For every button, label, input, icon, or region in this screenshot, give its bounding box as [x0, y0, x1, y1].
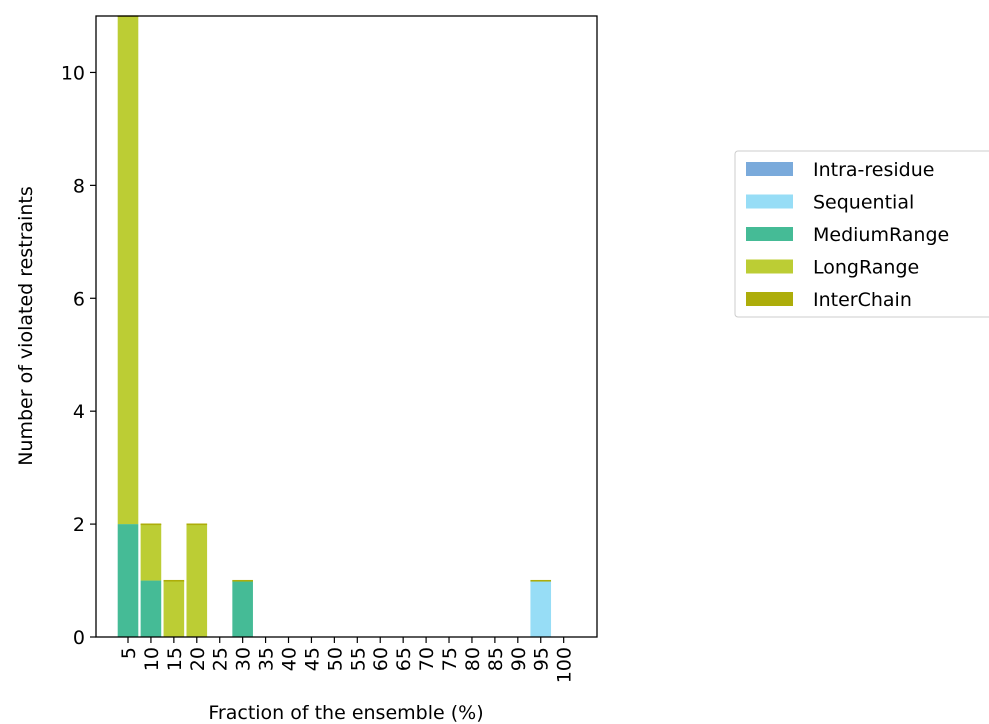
x-tick-label: 75 [439, 647, 461, 671]
bar-cap-20 [186, 523, 208, 526]
x-tick-label: 55 [347, 647, 369, 671]
legend-swatch-mediumrange [746, 227, 793, 241]
x-tick-label: 70 [416, 647, 438, 671]
legend-label: MediumRange [813, 224, 949, 246]
x-tick-label: 30 [233, 647, 255, 671]
bar-longrange-5 [117, 16, 139, 525]
x-tick-label: 10 [141, 647, 163, 671]
bar-cap-30 [232, 579, 253, 582]
x-tick-label: 5 [118, 647, 140, 659]
legend: Intra-residue Sequential MediumRange LongRa… [734, 150, 989, 318]
bar-longrange-10 [140, 524, 162, 581]
legend-label: LongRange [813, 257, 919, 279]
legend-label: InterChain [813, 289, 912, 311]
y-tick-label: 10 [61, 62, 85, 84]
y-tick-label: 4 [73, 401, 85, 423]
bar-cap-15 [163, 579, 185, 582]
bar-sequential-95 [530, 580, 552, 637]
bar-cap-95 [530, 579, 552, 582]
x-tick-label: 50 [324, 647, 346, 671]
y-ticks-group: 0 2 4 6 8 10 [61, 62, 96, 649]
x-tick-label: 90 [508, 647, 530, 671]
legend-swatch-interchain [746, 292, 793, 306]
x-tick-label: 100 [554, 647, 576, 683]
y-tick-label: 8 [73, 175, 85, 197]
plot-frame [95, 15, 598, 638]
bar-cap-10 [140, 523, 162, 526]
x-tick-label: 45 [301, 647, 323, 671]
legend-swatch-intra-residue [746, 162, 793, 176]
bar-longrange-20 [186, 524, 208, 637]
legend-label: Intra-residue [813, 159, 934, 181]
bars-group [117, 15, 552, 637]
x-tick-label: 65 [393, 647, 415, 671]
x-tick-label: 85 [485, 647, 507, 671]
bar-mediumrange-10 [140, 580, 162, 637]
bar-mediumrange-30 [232, 580, 253, 637]
y-tick-label: 2 [73, 514, 85, 536]
legend-frame [734, 150, 989, 318]
bar-mediumrange-5 [117, 524, 139, 637]
legend-label: Sequential [813, 192, 914, 214]
legend-swatch-longrange [746, 259, 793, 274]
x-tick-label: 40 [279, 647, 301, 671]
x-tick-label: 35 [256, 647, 278, 671]
bar-longrange-15 [163, 580, 185, 637]
legend-swatch-sequential [746, 194, 793, 209]
x-tick-label: 15 [164, 647, 186, 671]
x-tick-label: 95 [531, 647, 553, 671]
y-tick-label: 6 [73, 288, 85, 310]
y-tick-label: 0 [73, 627, 85, 649]
x-tick-label: 60 [370, 647, 392, 671]
x-tick-label: 80 [462, 647, 484, 671]
x-axis-label: Fraction of the ensemble (%) [208, 702, 483, 724]
x-ticks-group: 5 10 15 20 25 30 35 40 45 50 55 60 65 70 75 80 85 90 95 100 [118, 637, 576, 683]
y-axis-label: Number of violated restraints [15, 186, 37, 466]
x-tick-label: 20 [187, 647, 209, 671]
x-tick-label: 25 [210, 647, 232, 671]
